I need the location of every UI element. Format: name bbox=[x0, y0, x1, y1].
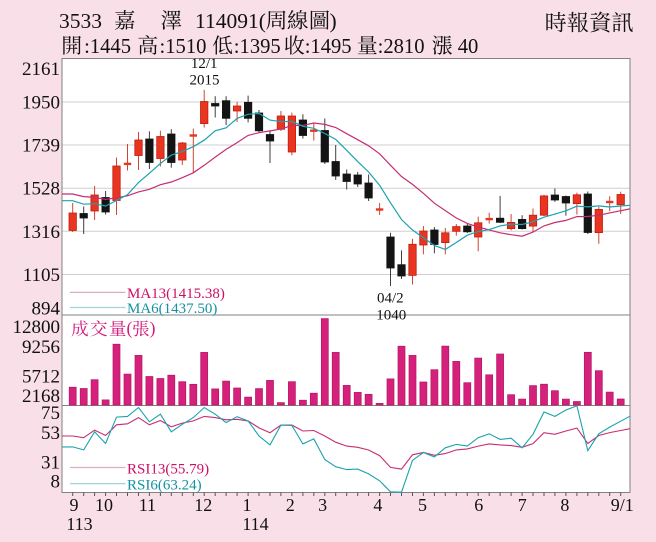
svg-text:(: ( bbox=[127, 318, 133, 338]
svg-text:1: 1 bbox=[243, 495, 252, 515]
svg-text:2: 2 bbox=[286, 495, 295, 515]
svg-text::1395: :1395 bbox=[234, 36, 281, 58]
svg-text:8: 8 bbox=[560, 495, 569, 515]
svg-text:9256: 9256 bbox=[22, 337, 60, 358]
svg-text:1316: 1316 bbox=[22, 222, 60, 243]
svg-text:1739: 1739 bbox=[22, 136, 60, 157]
svg-text:1105: 1105 bbox=[23, 265, 60, 286]
svg-text:12: 12 bbox=[194, 495, 212, 515]
svg-text:5712: 5712 bbox=[22, 366, 60, 387]
svg-text::1510: :1510 bbox=[160, 36, 207, 58]
svg-text:31: 31 bbox=[41, 453, 60, 474]
svg-text:2161: 2161 bbox=[22, 59, 60, 80]
svg-text::2810: :2810 bbox=[378, 36, 425, 58]
svg-text:04/2: 04/2 bbox=[377, 291, 404, 307]
svg-text:2168: 2168 bbox=[22, 386, 60, 407]
svg-text:10: 10 bbox=[95, 495, 113, 515]
svg-text:MA6(1437.50): MA6(1437.50) bbox=[127, 301, 217, 317]
svg-text:1040: 1040 bbox=[376, 308, 406, 324]
svg-text:113: 113 bbox=[66, 514, 92, 534]
svg-text:114091(: 114091( bbox=[195, 9, 266, 33]
svg-text:4: 4 bbox=[373, 495, 382, 515]
svg-text:): ) bbox=[150, 318, 156, 338]
svg-text:MA13(1415.38): MA13(1415.38) bbox=[127, 286, 225, 302]
svg-text:8: 8 bbox=[51, 472, 61, 493]
svg-text:9: 9 bbox=[70, 495, 79, 515]
svg-text:40: 40 bbox=[458, 36, 479, 58]
svg-text::1495: :1495 bbox=[305, 36, 352, 58]
svg-text:53: 53 bbox=[41, 423, 60, 444]
svg-text:9/1: 9/1 bbox=[611, 495, 634, 515]
svg-text:1950: 1950 bbox=[22, 93, 60, 114]
svg-text:): ) bbox=[330, 9, 337, 33]
svg-text:7: 7 bbox=[518, 495, 527, 515]
svg-text:3533: 3533 bbox=[59, 9, 102, 33]
svg-text:1528: 1528 bbox=[22, 179, 60, 200]
svg-text:3: 3 bbox=[318, 495, 327, 515]
svg-text:12/1: 12/1 bbox=[191, 56, 218, 72]
svg-text:12800: 12800 bbox=[13, 317, 61, 338]
svg-text:11: 11 bbox=[139, 495, 156, 515]
svg-text:5: 5 bbox=[418, 495, 427, 515]
svg-text:75: 75 bbox=[41, 403, 60, 424]
svg-text::1445: :1445 bbox=[84, 36, 131, 58]
svg-text:RSI6(63.24): RSI6(63.24) bbox=[127, 478, 202, 494]
svg-text:RSI13(55.79): RSI13(55.79) bbox=[127, 462, 209, 478]
svg-text:2015: 2015 bbox=[190, 72, 220, 88]
svg-text:6: 6 bbox=[474, 495, 483, 515]
svg-text:114: 114 bbox=[242, 514, 268, 534]
svg-text:894: 894 bbox=[32, 299, 61, 320]
